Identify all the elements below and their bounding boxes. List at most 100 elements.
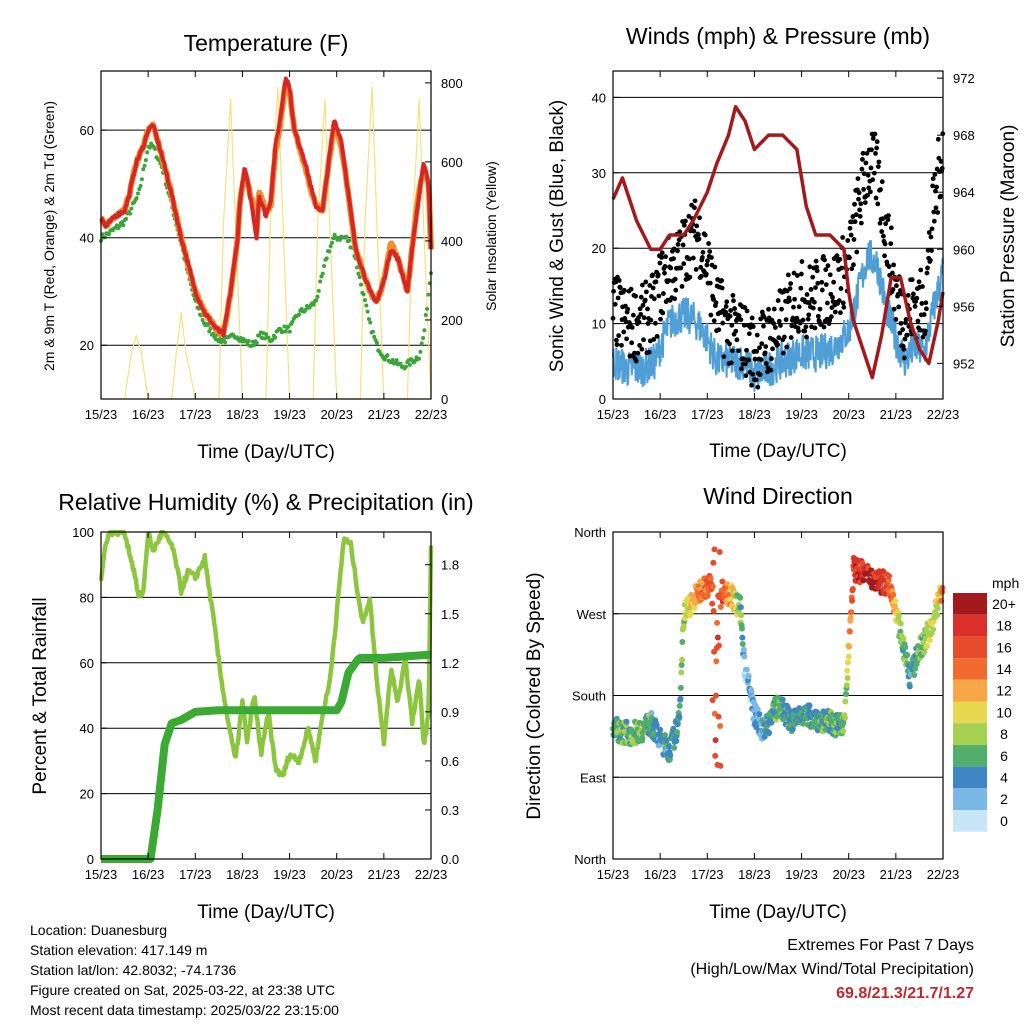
gust-point [650, 285, 656, 291]
humidity-xtick-label: 19/23 [273, 867, 306, 882]
direction-point [657, 726, 664, 733]
direction-point [890, 591, 897, 598]
dewpoint-point [403, 364, 408, 369]
gust-point [795, 273, 800, 278]
gust-point [806, 312, 812, 318]
dewpoint-point [117, 224, 122, 229]
gust-point [783, 317, 789, 323]
direction-point [842, 698, 849, 705]
gust-point [729, 322, 735, 328]
gust-point [707, 280, 713, 286]
gust-point [738, 317, 744, 323]
gust-point [888, 225, 894, 231]
gust-point [680, 242, 686, 248]
direction-point [687, 610, 694, 617]
temperature-ytick-label: 20 [80, 338, 94, 353]
gust-point [860, 156, 865, 162]
direction-point [845, 653, 852, 660]
direction-point [738, 612, 745, 619]
humidity-ylabel-left: Percent & Total Rainfall [30, 597, 51, 794]
gust-point [671, 256, 676, 262]
gust-point [662, 270, 667, 276]
dewpoint-point [257, 333, 262, 338]
direction-point [678, 662, 685, 669]
gust-point [770, 346, 775, 352]
gust-point [686, 213, 692, 219]
temperature-xlabel: Time (Day/UTC) [197, 442, 335, 463]
gust-point [639, 346, 645, 352]
gust-point [890, 287, 896, 292]
humidity-y2tick-label: 1.5 [441, 607, 459, 622]
gust-point [825, 300, 830, 306]
gust-point [660, 291, 666, 296]
gust-point [928, 234, 934, 240]
dewpoint-point [318, 279, 323, 284]
gust-point [861, 171, 867, 177]
direction-xtick-label: 18/23 [738, 867, 771, 882]
temperature-xtick-label: 21/23 [368, 407, 401, 422]
winds-ylabel-left: Sonic Wind & Gust (Blue, Black) [547, 100, 568, 372]
temperature-panel: Temperature (F) 2m & 9m T (Red, Orange) … [41, 30, 499, 463]
dewpoint-point [153, 147, 158, 152]
gust-point [865, 172, 871, 178]
gust-point [653, 279, 659, 285]
dewpoint-point [363, 298, 367, 303]
humidity-ytick-label: 20 [80, 787, 94, 802]
gust-point [741, 356, 747, 362]
gust-point [692, 205, 697, 211]
legend-swatch [953, 766, 987, 789]
dewpoint-point [365, 309, 370, 314]
temperature-axes: 15/23 16/23 17/23 18/23 19/23 20/23 21/23 22/23… [80, 70, 463, 422]
gust-point [839, 265, 844, 271]
gust-point [700, 249, 706, 255]
humidity-panel: Relative Humidity (%) & Precipitation (i… [30, 489, 474, 923]
gust-point [727, 341, 732, 347]
humidity-y2tick-label: 1.2 [441, 656, 459, 671]
direction-point [766, 729, 773, 736]
direction-point [800, 720, 807, 727]
dewpoint-point [273, 335, 278, 340]
gust-point [881, 233, 886, 239]
gust-point [776, 318, 782, 324]
dewpoint-point [145, 150, 150, 155]
gust-point [807, 264, 813, 270]
gust-point [840, 235, 846, 240]
gust-point [800, 317, 806, 323]
gust-point [657, 260, 663, 266]
gust-point [624, 336, 629, 342]
gust-point [643, 289, 649, 295]
gust-point [828, 314, 834, 320]
gust-point [687, 274, 693, 280]
gust-point [819, 279, 825, 285]
gust-point [808, 287, 814, 292]
gust-point [822, 257, 827, 263]
direction-point [710, 559, 717, 566]
direction-series [610, 546, 946, 769]
gust-point [802, 328, 808, 334]
gust-point [724, 299, 730, 305]
gust-point [926, 230, 932, 235]
humidity-xtick-label: 22/23 [415, 867, 448, 882]
dewpoint-point [128, 211, 133, 216]
extremes-heading: Extremes For Past 7 Days [787, 937, 974, 954]
dewpoint-point [357, 275, 362, 280]
gust-point [750, 324, 756, 329]
dewpoint-point [322, 264, 327, 269]
humidity-xtick-label: 15/23 [85, 867, 118, 882]
dewpoint-point [419, 341, 424, 346]
direction-point [739, 634, 746, 641]
gust-point [869, 147, 874, 153]
direction-point [710, 608, 717, 615]
humidity-y2tick-label: 0.0 [441, 852, 459, 867]
direction-point [691, 604, 698, 611]
gust-point [838, 310, 843, 316]
gust-point [792, 296, 797, 302]
gust-point [865, 192, 870, 198]
gust-point [719, 285, 725, 291]
gust-point [931, 218, 937, 224]
gust-point [900, 327, 906, 332]
temperature-xtick-label: 15/23 [85, 407, 118, 422]
winds-y2tick-label: 972 [953, 71, 975, 86]
dewpoint-point [141, 167, 146, 172]
humidity-y2tick-label: 0.6 [441, 754, 459, 769]
